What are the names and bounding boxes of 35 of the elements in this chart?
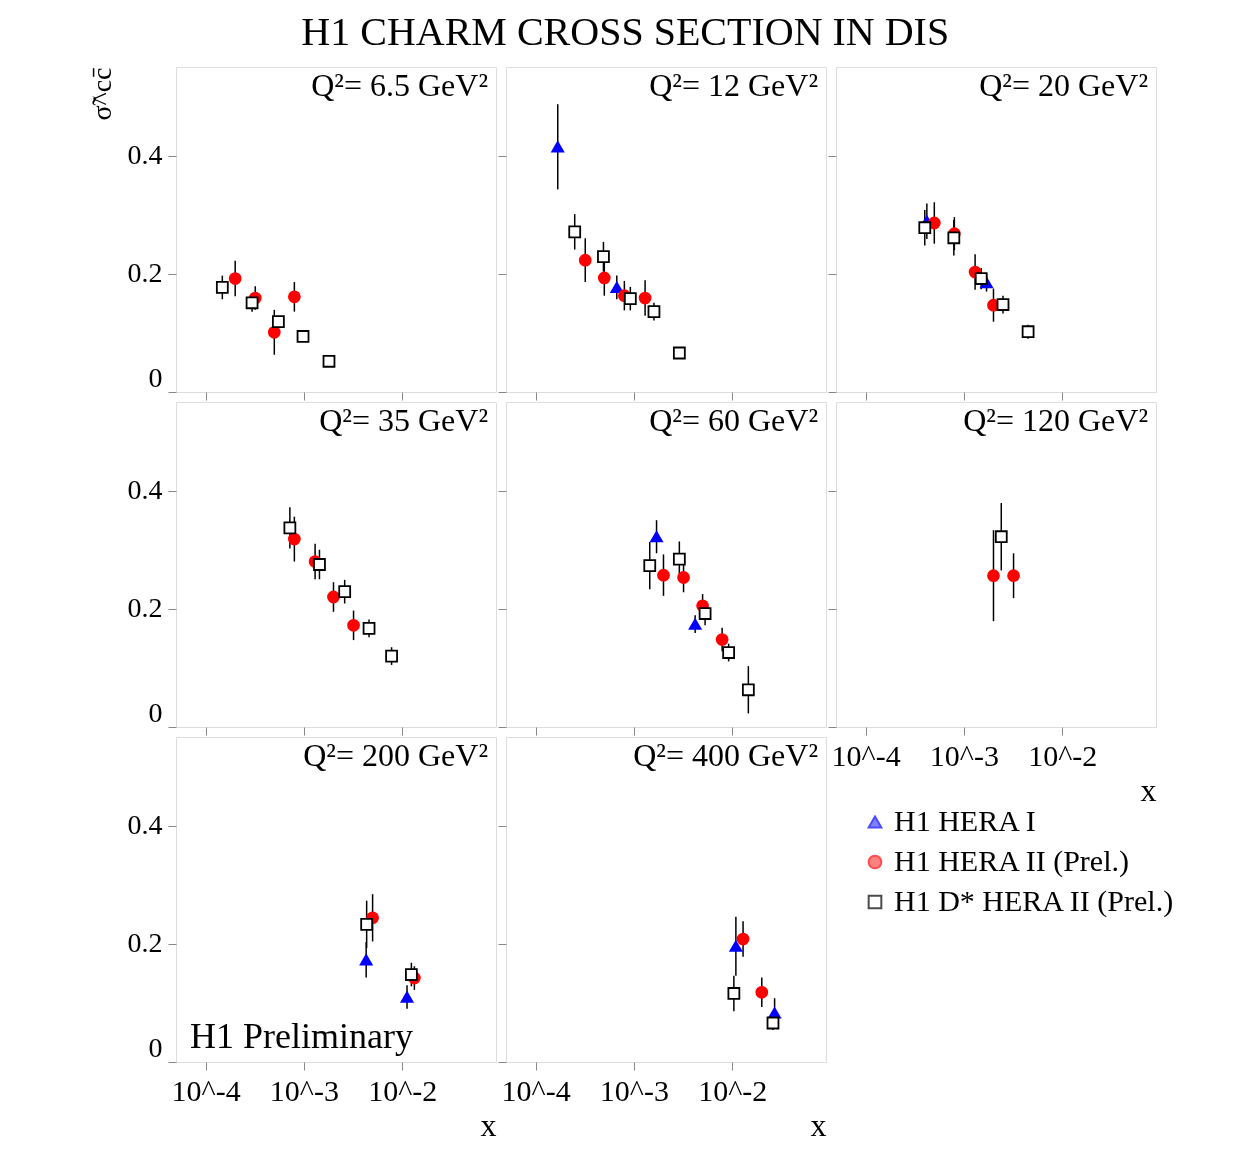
chart-subtitle: Q²= 200 GeV² xyxy=(303,737,488,773)
annotation: H1 Preliminary xyxy=(190,1016,413,1056)
y-tick-label: 0.2 xyxy=(127,592,163,624)
x-tick-label: 10^-4 xyxy=(501,1073,571,1107)
y-tick-label: 0 xyxy=(148,361,163,393)
x-tick-label: 10^-2 xyxy=(1028,738,1098,772)
chart-subtitle: Q²= 20 GeV² xyxy=(979,67,1148,103)
x-tick-label: 10^-4 xyxy=(831,738,901,772)
legend-label: H1 D* HERA II (Prel.) xyxy=(894,884,1174,918)
x-tick-label: 10^-2 xyxy=(368,1073,438,1107)
chart-subtitle: Q²= 60 GeV² xyxy=(649,402,818,438)
x-axis-title: x xyxy=(480,1106,497,1143)
chart-subtitle: Q²= 120 GeV² xyxy=(963,402,1148,438)
y-tick-label: 0.4 xyxy=(127,809,163,841)
y-tick-label: 0.2 xyxy=(127,257,163,289)
x-tick-label: 10^-2 xyxy=(698,1073,768,1107)
chart-subtitle: Q²= 400 GeV² xyxy=(633,737,818,773)
chart-subtitle: Q²= 6.5 GeV² xyxy=(311,67,488,103)
chart-subtitle: Q²= 12 GeV² xyxy=(649,67,818,103)
x-tick-label: 10^-4 xyxy=(171,1073,241,1107)
legend-label: H1 HERA II (Prel.) xyxy=(894,844,1129,878)
text: H1 CHARM CROSS SECTION IN DIS xyxy=(301,8,950,54)
y-tick-label: 0 xyxy=(148,696,163,728)
chart-subtitle: Q²= 35 GeV² xyxy=(319,402,488,438)
y-tick-label: 0.4 xyxy=(127,474,163,506)
x-tick-label: 10^-3 xyxy=(269,1073,339,1107)
y-tick-label: 0.4 xyxy=(127,139,163,171)
x-axis-title: x xyxy=(1140,771,1157,808)
y-axis-title: σ̃^cc̄ xyxy=(85,67,117,121)
x-tick-label: 10^-3 xyxy=(599,1073,669,1107)
y-tick-label: 0.2 xyxy=(127,927,163,959)
y-tick-label: 0 xyxy=(148,1031,163,1063)
x-tick-label: 10^-3 xyxy=(929,738,999,772)
legend-label: H1 HERA I xyxy=(894,804,1036,837)
x-axis-title: x xyxy=(810,1106,827,1143)
